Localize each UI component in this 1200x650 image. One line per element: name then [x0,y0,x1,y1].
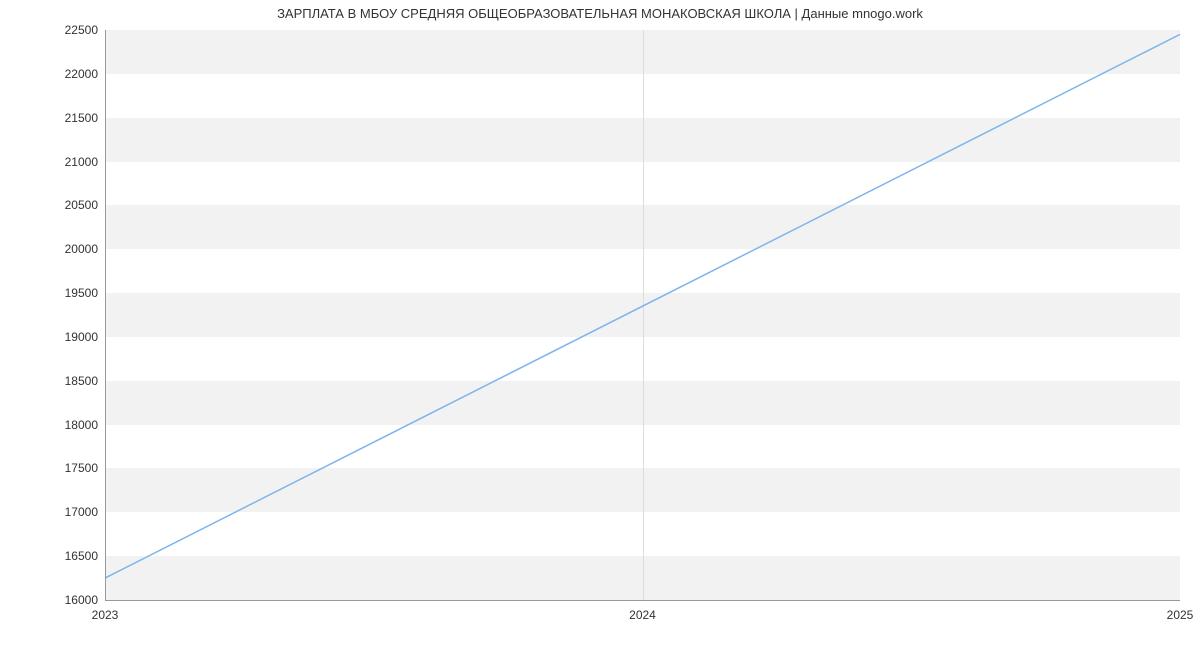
chart-title: ЗАРПЛАТА В МБОУ СРЕДНЯЯ ОБЩЕОБРАЗОВАТЕЛЬ… [0,6,1200,21]
x-tick-label: 2023 [92,608,119,622]
y-tick-label: 21500 [38,111,98,125]
y-tick-label: 20500 [38,198,98,212]
y-tick-label: 18000 [38,418,98,432]
y-tick-label: 19500 [38,286,98,300]
salary-chart: ЗАРПЛАТА В МБОУ СРЕДНЯЯ ОБЩЕОБРАЗОВАТЕЛЬ… [0,0,1200,650]
y-tick-label: 22000 [38,67,98,81]
x-tick-label: 2024 [629,608,656,622]
line-series [105,30,1180,600]
y-tick-label: 20000 [38,242,98,256]
series-line-salary [105,34,1180,578]
y-tick-label: 19000 [38,330,98,344]
y-tick-label: 17000 [38,505,98,519]
y-tick-label: 21000 [38,155,98,169]
plot-area [105,30,1180,600]
x-tick-label: 2025 [1167,608,1194,622]
y-tick-label: 16500 [38,549,98,563]
y-tick-label: 18500 [38,374,98,388]
y-tick-label: 16000 [38,593,98,607]
y-tick-label: 17500 [38,461,98,475]
x-axis-line [105,600,1180,601]
y-tick-label: 22500 [38,23,98,37]
y-axis-line [105,30,106,600]
